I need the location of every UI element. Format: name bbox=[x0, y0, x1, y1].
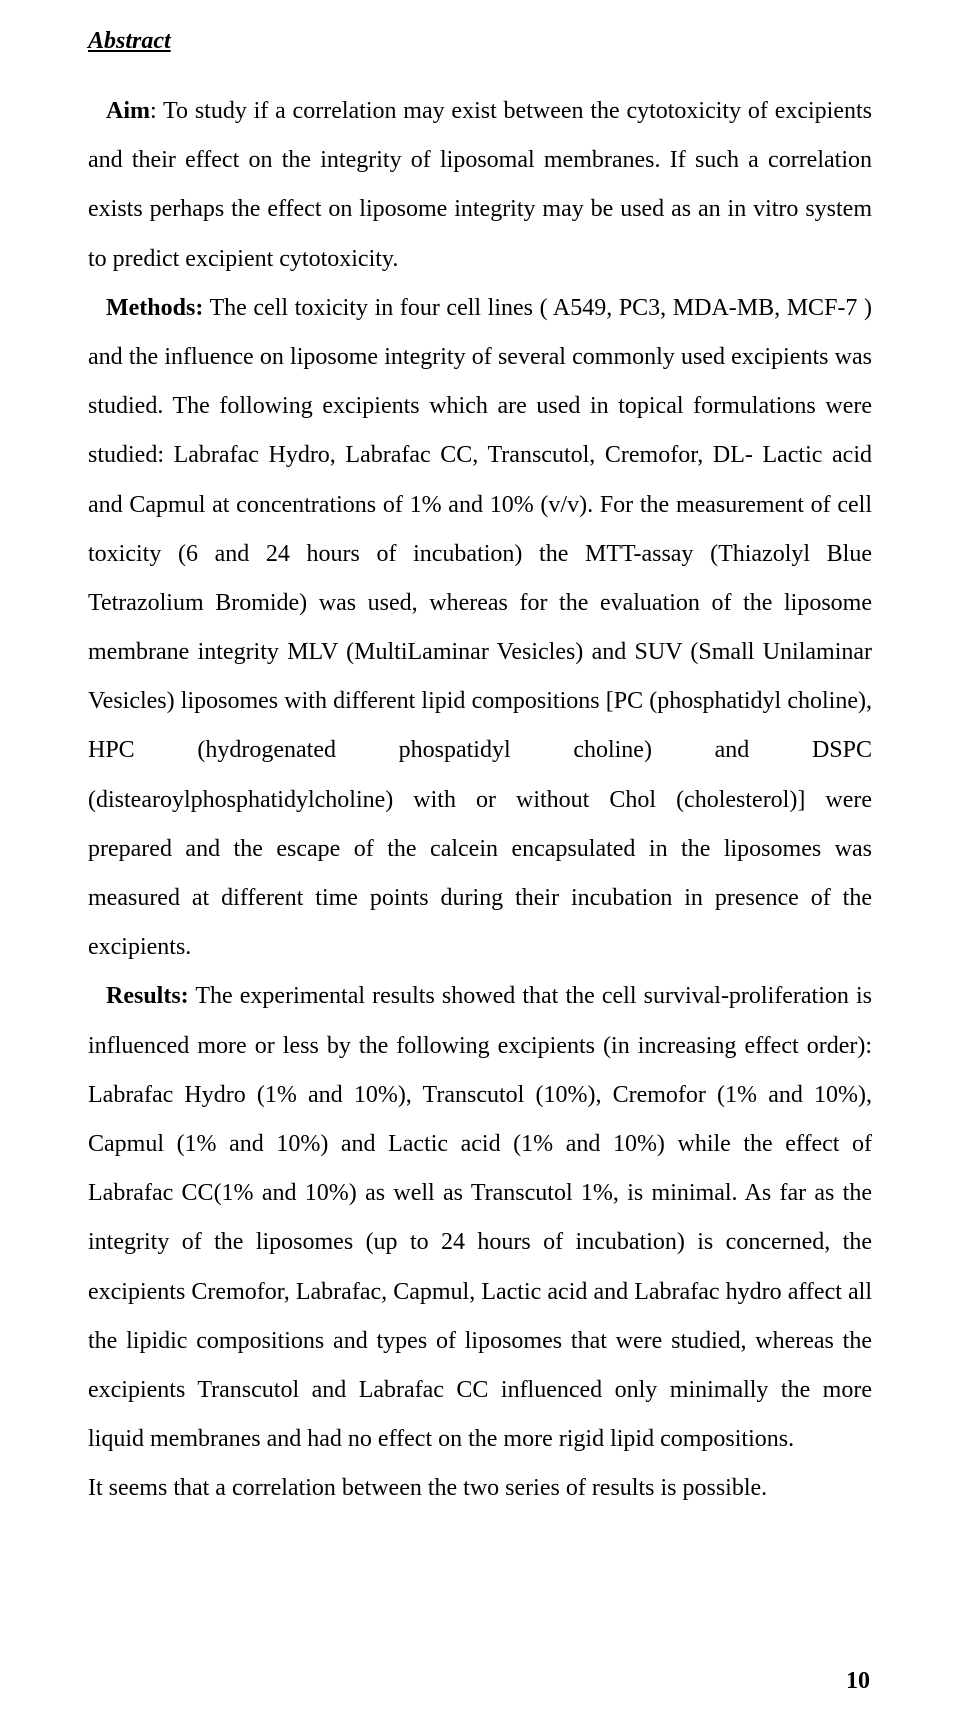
abstract-body: Aim: To study if a correlation may exist… bbox=[88, 87, 872, 1513]
aim-label: Aim bbox=[106, 98, 150, 124]
document-page: Abstract Aim: To study if a correlation … bbox=[0, 0, 960, 1709]
aim-text: : To study if a correlation may exist be… bbox=[88, 98, 872, 272]
page-number: 10 bbox=[846, 1668, 870, 1695]
aim-paragraph: Aim: To study if a correlation may exist… bbox=[88, 87, 872, 284]
methods-label: Methods: bbox=[106, 295, 203, 321]
results-paragraph: Results: The experimental results showed… bbox=[88, 972, 872, 1464]
methods-text: The cell toxicity in four cell lines ( A… bbox=[88, 295, 872, 960]
closing-paragraph: It seems that a correlation between the … bbox=[88, 1464, 872, 1513]
abstract-heading: Abstract bbox=[88, 28, 872, 55]
methods-paragraph: Methods: The cell toxicity in four cell … bbox=[88, 284, 872, 973]
results-label: Results: bbox=[106, 983, 189, 1009]
results-text: The experimental results showed that the… bbox=[88, 983, 872, 1452]
